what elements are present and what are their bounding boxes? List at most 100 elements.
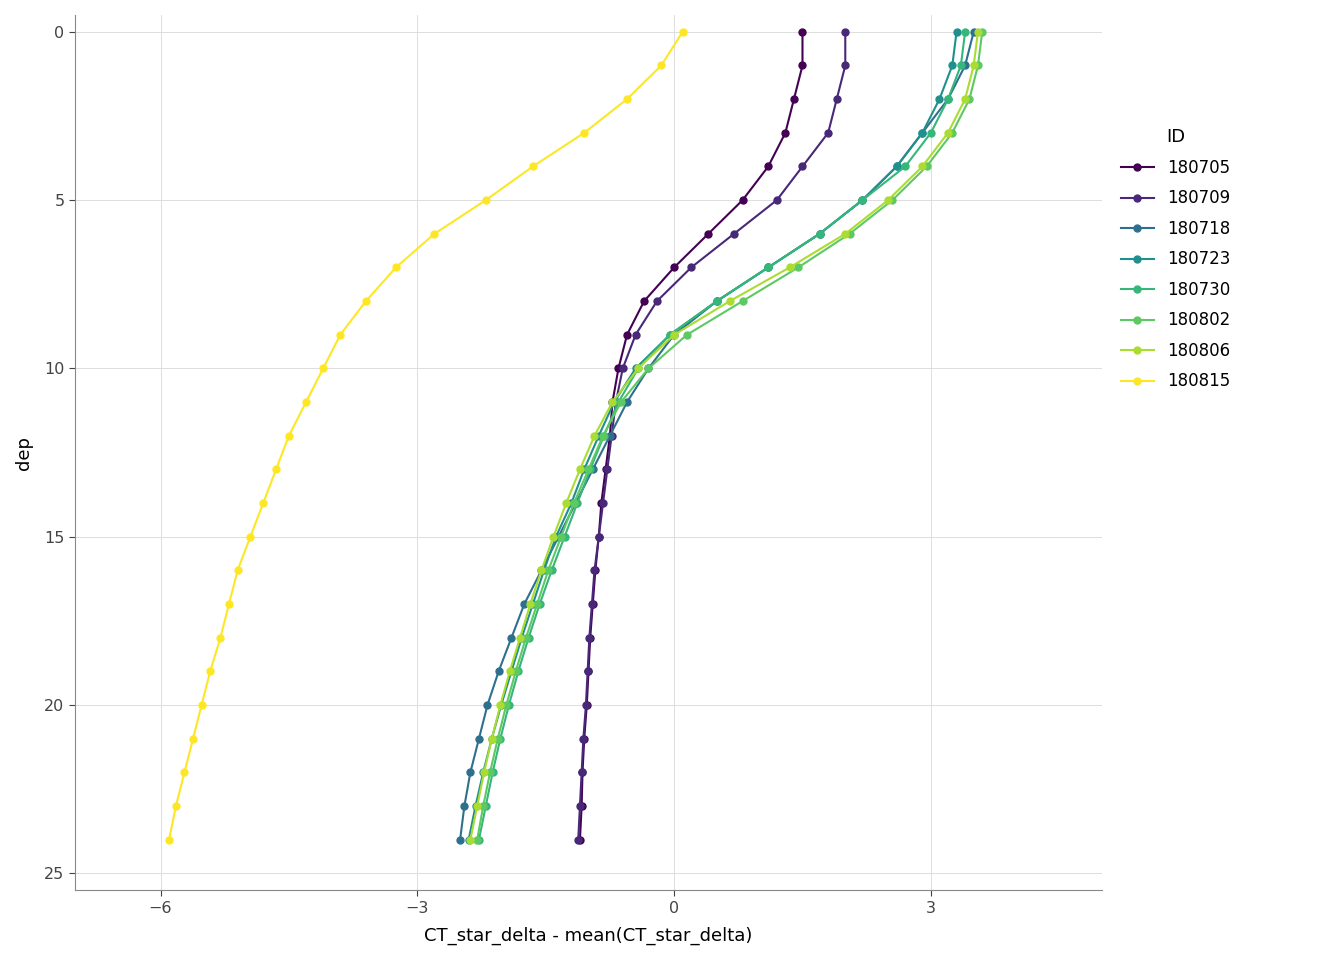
180709 bbox=[769, 194, 785, 205]
180718 bbox=[640, 363, 656, 374]
180723 bbox=[563, 497, 579, 509]
180730 bbox=[661, 329, 677, 341]
180802 bbox=[974, 26, 991, 37]
180709 bbox=[829, 93, 845, 105]
180723 bbox=[548, 531, 564, 542]
180709 bbox=[579, 665, 595, 677]
Line: 180723: 180723 bbox=[465, 29, 960, 843]
180723 bbox=[855, 194, 871, 205]
180806 bbox=[939, 127, 956, 138]
180709 bbox=[649, 296, 665, 307]
180730 bbox=[898, 160, 914, 172]
180709 bbox=[726, 228, 742, 240]
180718 bbox=[939, 93, 956, 105]
180705 bbox=[794, 26, 810, 37]
180806 bbox=[462, 834, 478, 846]
180806 bbox=[782, 262, 798, 274]
180709 bbox=[582, 632, 598, 643]
180705 bbox=[700, 228, 716, 240]
180718 bbox=[470, 733, 487, 745]
180730 bbox=[511, 665, 527, 677]
180709 bbox=[607, 396, 624, 408]
180709 bbox=[570, 834, 586, 846]
Line: 180709: 180709 bbox=[575, 29, 849, 843]
180802 bbox=[613, 396, 629, 408]
180723 bbox=[761, 262, 777, 274]
180802 bbox=[640, 363, 656, 374]
180723 bbox=[708, 296, 724, 307]
180815 bbox=[230, 564, 246, 576]
180806 bbox=[523, 598, 539, 610]
180815 bbox=[388, 262, 405, 274]
180705 bbox=[610, 363, 626, 374]
180802 bbox=[918, 160, 934, 172]
180709 bbox=[628, 329, 644, 341]
180806 bbox=[630, 363, 646, 374]
X-axis label: CT_star_delta - mean(CT_star_delta): CT_star_delta - mean(CT_star_delta) bbox=[425, 926, 753, 945]
180723 bbox=[536, 564, 552, 576]
180723 bbox=[577, 464, 593, 475]
180718 bbox=[516, 598, 532, 610]
180806 bbox=[476, 767, 492, 779]
180723 bbox=[949, 26, 965, 37]
Line: 180802: 180802 bbox=[473, 29, 985, 843]
180730 bbox=[556, 531, 573, 542]
180815 bbox=[314, 363, 331, 374]
Line: 180806: 180806 bbox=[466, 29, 981, 843]
180802 bbox=[482, 767, 499, 779]
Line: 180730: 180730 bbox=[476, 29, 969, 843]
180709 bbox=[591, 531, 607, 542]
180723 bbox=[504, 665, 520, 677]
180730 bbox=[582, 464, 598, 475]
180705 bbox=[577, 733, 593, 745]
180802 bbox=[552, 531, 569, 542]
Line: 180705: 180705 bbox=[577, 29, 806, 843]
180705 bbox=[593, 497, 609, 509]
180705 bbox=[620, 329, 636, 341]
180723 bbox=[888, 160, 905, 172]
180806 bbox=[586, 430, 602, 442]
180815 bbox=[332, 329, 348, 341]
180723 bbox=[468, 801, 484, 812]
180802 bbox=[970, 60, 986, 71]
180806 bbox=[722, 296, 738, 307]
180718 bbox=[567, 497, 583, 509]
180802 bbox=[530, 598, 546, 610]
180705 bbox=[574, 801, 590, 812]
180705 bbox=[574, 767, 590, 779]
180705 bbox=[777, 127, 793, 138]
180709 bbox=[571, 801, 587, 812]
180723 bbox=[945, 60, 961, 71]
180705 bbox=[735, 194, 751, 205]
180723 bbox=[493, 699, 509, 710]
180802 bbox=[517, 632, 534, 643]
180705 bbox=[761, 160, 777, 172]
180705 bbox=[585, 598, 601, 610]
180723 bbox=[606, 396, 622, 408]
180718 bbox=[965, 26, 981, 37]
180709 bbox=[603, 430, 620, 442]
180730 bbox=[855, 194, 871, 205]
180802 bbox=[499, 699, 515, 710]
Y-axis label: dep: dep bbox=[15, 436, 34, 469]
180723 bbox=[914, 127, 930, 138]
180730 bbox=[532, 598, 548, 610]
180723 bbox=[513, 632, 530, 643]
180730 bbox=[477, 801, 493, 812]
180802 bbox=[566, 497, 582, 509]
180705 bbox=[579, 699, 595, 710]
180806 bbox=[571, 464, 587, 475]
180730 bbox=[595, 430, 612, 442]
180705 bbox=[598, 464, 614, 475]
180705 bbox=[602, 430, 618, 442]
180730 bbox=[610, 396, 626, 408]
180723 bbox=[524, 598, 540, 610]
180815 bbox=[298, 396, 314, 408]
180709 bbox=[595, 497, 612, 509]
180718 bbox=[504, 632, 520, 643]
180718 bbox=[620, 396, 636, 408]
180802 bbox=[790, 262, 806, 274]
180709 bbox=[794, 160, 810, 172]
180730 bbox=[485, 767, 501, 779]
180806 bbox=[558, 497, 574, 509]
